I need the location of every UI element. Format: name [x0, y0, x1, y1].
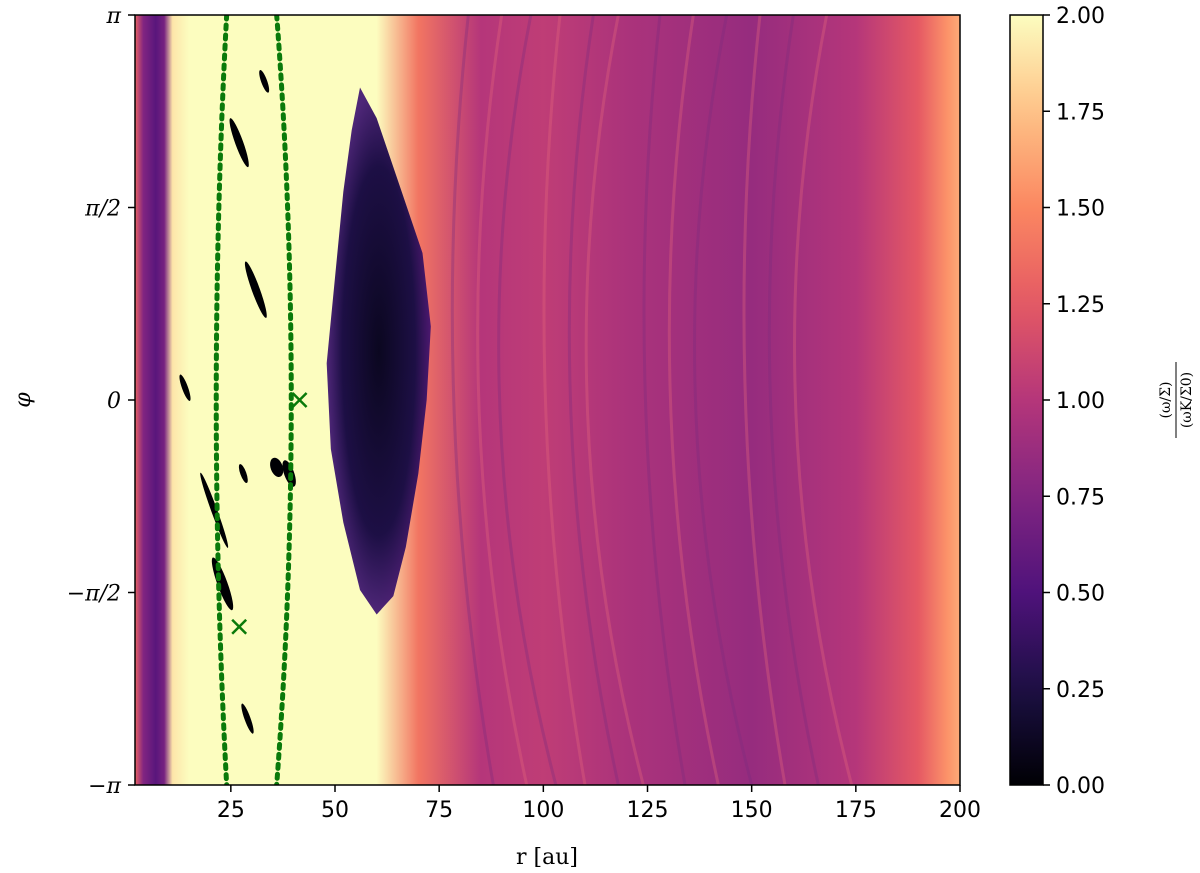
colorbar-tick-label: 2.00: [1056, 4, 1105, 29]
wave-streak: [584, 15, 645, 785]
x-tick-label: 50: [321, 798, 349, 823]
wave-streak: [567, 15, 620, 785]
wave-streak: [693, 15, 754, 785]
colorbar-label-numerator: (ω/Σ): [1158, 382, 1174, 419]
wave-streak: [742, 15, 787, 785]
vortex-region: [326, 87, 431, 615]
colorbar-tick-label: 0.25: [1056, 678, 1105, 703]
y-axis-ticks: −π −π/2 0 π/2 π: [67, 4, 135, 799]
wave-streak: [476, 15, 529, 785]
x-tick-label: 75: [425, 798, 453, 823]
wave-streak: [497, 15, 558, 785]
planet-marker: [291, 392, 308, 408]
colorbar-tick-label: 1.00: [1056, 389, 1105, 414]
colorbar-label: (ω/Σ) (ωK/Σ0): [1158, 362, 1195, 438]
x-axis-ticks: 25 50 75 100 125 150 175 200: [217, 785, 981, 823]
orbit-tracks: [213, 15, 294, 785]
colorbar-label-denominator: (ωK/Σ0): [1179, 372, 1195, 428]
wave-streak: [450, 15, 495, 785]
filament: [241, 703, 254, 734]
heatmap-plot: [135, 15, 960, 785]
x-axis-label: r [au]: [516, 845, 578, 870]
colorbar-tick-label: 1.50: [1056, 197, 1105, 222]
y-axis-label: φ: [11, 392, 36, 408]
x-tick-label: 125: [627, 798, 669, 823]
x-tick-label: 150: [731, 798, 773, 823]
x-tick-label: 25: [217, 798, 245, 823]
wave-streak: [667, 15, 720, 785]
colorbar-fill: [1010, 15, 1043, 785]
filament: [229, 118, 249, 168]
colorbar-tick-label: 0.75: [1056, 485, 1105, 510]
x-tick-label: 100: [522, 798, 564, 823]
filament: [270, 457, 284, 478]
colorbar-tick-label: 1.25: [1056, 293, 1105, 318]
x-tick-label: 175: [835, 798, 877, 823]
y-tick-label: π: [106, 4, 122, 29]
orbit-track: [213, 15, 230, 785]
planet-markers: [231, 392, 308, 635]
planet-marker: [231, 618, 248, 635]
y-tick-label: π/2: [84, 196, 121, 221]
colorbar-tick-label: 0.50: [1056, 582, 1105, 607]
wave-streak: [642, 15, 687, 785]
x-tick-label: 200: [939, 798, 981, 823]
colorbar: 0.00 0.25 0.50 0.75 1.00 1.25 1.50 1.75 2.00 (ω/…: [1009, 4, 1195, 799]
colorbar-tick-label: 0.00: [1056, 774, 1105, 799]
filament: [238, 464, 248, 483]
filament: [200, 472, 229, 548]
y-tick-label: 0: [107, 389, 121, 414]
filament: [179, 374, 191, 401]
wave-streak: [793, 15, 854, 785]
wave-streak: [767, 15, 820, 785]
y-tick-label: −π: [88, 774, 121, 799]
orbit-track: [274, 15, 294, 785]
wave-streak: [542, 15, 587, 785]
filament: [244, 261, 267, 318]
colorbar-tick-label: 1.75: [1056, 100, 1105, 125]
y-tick-label: −π/2: [67, 582, 121, 607]
heatmap-background: [135, 15, 960, 785]
wave-streaks: [450, 15, 854, 785]
filament: [259, 70, 270, 93]
colorbar-ticks: 0.00 0.25 0.50 0.75 1.00 1.25 1.50 1.75 2.00: [1043, 4, 1105, 799]
